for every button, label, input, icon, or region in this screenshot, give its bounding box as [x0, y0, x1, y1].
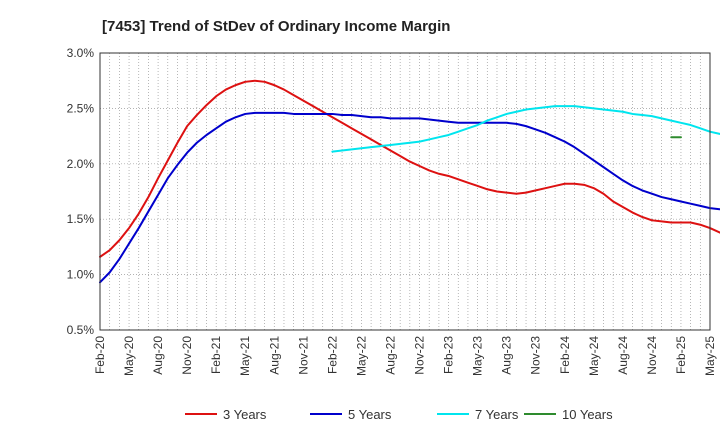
- x-tick-label: Nov-24: [645, 336, 659, 375]
- y-axis-tick-labels: 0.5% 1.0% 1.5% 2.0% 2.5% 3.0%: [67, 46, 95, 337]
- x-tick-label: May-22: [354, 336, 368, 376]
- x-tick-label: Feb-24: [558, 336, 572, 374]
- x-tick-label: May-23: [471, 336, 485, 376]
- y-tick-label: 0.5%: [67, 323, 95, 337]
- y-tick-label: 1.0%: [67, 268, 95, 282]
- x-tick-label: Aug-22: [383, 336, 397, 375]
- x-tick-label: May-24: [587, 336, 601, 376]
- x-tick-label: Nov-20: [180, 336, 194, 375]
- legend: 3 Years 5 Years 7 Years 10 Years: [185, 407, 613, 422]
- x-tick-label: Aug-24: [616, 336, 630, 375]
- x-tick-label: Feb-22: [325, 336, 339, 374]
- legend-label: 5 Years: [348, 407, 392, 422]
- x-tick-label: May-25: [703, 336, 717, 376]
- y-tick-label: 2.0%: [67, 157, 95, 171]
- x-tick-label: Feb-23: [442, 336, 456, 374]
- x-tick-label: Nov-22: [413, 336, 427, 375]
- x-tick-label: Aug-20: [151, 336, 165, 375]
- x-tick-label: Feb-25: [674, 336, 688, 374]
- legend-label: 10 Years: [562, 407, 613, 422]
- y-tick-label: 3.0%: [67, 46, 95, 60]
- x-tick-label: May-21: [238, 336, 252, 376]
- x-tick-label: Feb-20: [93, 336, 107, 374]
- legend-label: 7 Years: [475, 407, 519, 422]
- series-layer: [99, 79, 720, 284]
- y-tick-label: 2.5%: [67, 101, 95, 115]
- x-tick-label: May-20: [122, 336, 136, 376]
- x-axis-tick-labels: Feb-20 May-20 Aug-20 Nov-20 Feb-21 May-21 Aug-…: [93, 336, 717, 376]
- grid: [100, 53, 710, 330]
- x-tick-label: Feb-21: [209, 336, 223, 374]
- series-line-5-years: [99, 111, 720, 284]
- plot-frame: [99, 52, 711, 331]
- chart-title: [7453] Trend of StDev of Ordinary Income…: [102, 18, 450, 35]
- series-line-7-years: [331, 105, 720, 153]
- x-tick-label: Nov-21: [296, 336, 310, 375]
- series-line-3-years: [99, 79, 720, 258]
- x-tick-label: Nov-23: [529, 336, 543, 375]
- x-tick-label: Aug-21: [267, 336, 281, 375]
- legend-label: 3 Years: [223, 407, 267, 422]
- x-tick-label: Aug-23: [500, 336, 514, 375]
- y-tick-label: 1.5%: [67, 212, 95, 226]
